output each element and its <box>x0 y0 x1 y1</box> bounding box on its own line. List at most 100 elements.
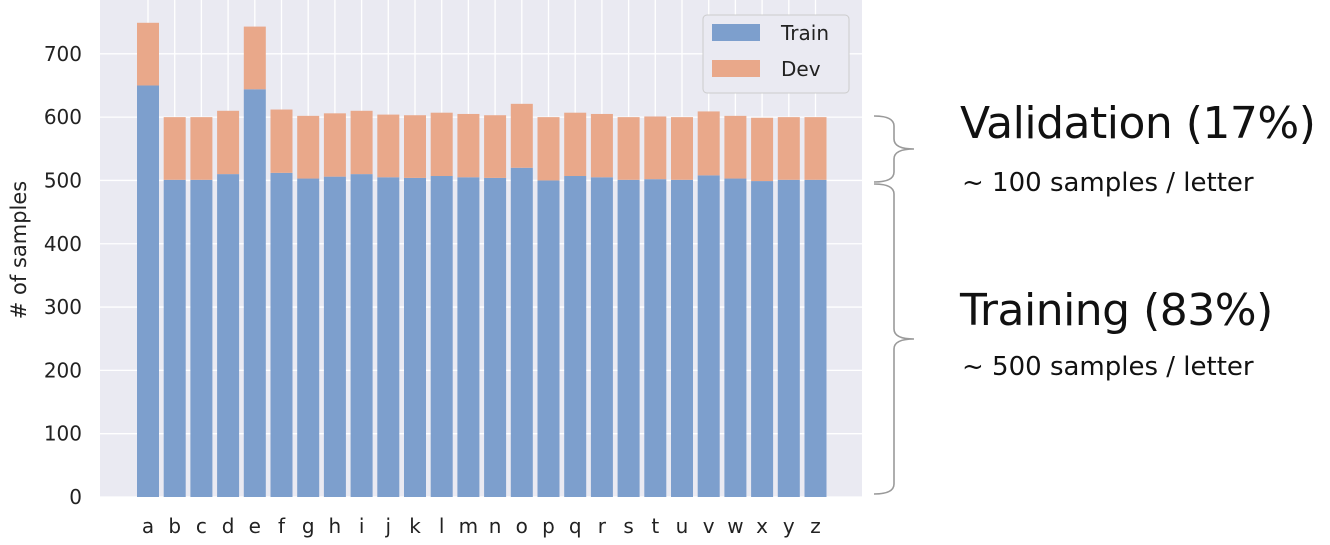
x-tick-label: k <box>409 514 421 538</box>
bar-dev <box>617 117 640 180</box>
bar-train <box>270 172 293 497</box>
bar-train <box>671 179 693 497</box>
bar-dev <box>484 115 507 178</box>
legend-swatch <box>712 60 760 77</box>
x-tick-label: e <box>249 514 261 538</box>
bar-dev <box>590 113 613 178</box>
bar-train <box>484 177 507 497</box>
bar-dev <box>457 113 480 178</box>
bar-dev <box>243 26 266 90</box>
x-tick-label: p <box>542 514 555 538</box>
y-tick-label: 500 <box>44 168 82 192</box>
x-tick-label: c <box>196 514 207 538</box>
x-tick-label: h <box>329 514 342 538</box>
bar-train <box>190 179 213 497</box>
y-tick-label: 400 <box>44 232 82 256</box>
training-title: Training (83%) <box>960 285 1273 336</box>
bar-dev <box>510 103 533 168</box>
validation-subtitle: ~ 100 samples / letter <box>962 168 1254 198</box>
x-tick-label: y <box>783 514 795 538</box>
x-tick-label: z <box>810 514 821 538</box>
bar-dev <box>697 111 720 176</box>
x-tick-label: n <box>489 514 502 538</box>
x-tick-label: o <box>516 514 528 538</box>
bar-train <box>297 178 320 497</box>
bar-train <box>697 175 720 498</box>
bar-dev <box>163 117 186 180</box>
x-tick-label: a <box>142 514 154 538</box>
y-tick-label: 200 <box>44 358 82 382</box>
x-tick-label: q <box>569 514 582 538</box>
bar-train <box>617 179 640 497</box>
x-tick-label: j <box>385 514 392 538</box>
bar-train <box>430 176 453 498</box>
bar-train <box>457 177 480 498</box>
y-tick-label: 600 <box>44 105 82 129</box>
bar-dev <box>564 112 587 177</box>
bar-dev <box>671 117 693 180</box>
bar-dev <box>190 117 213 180</box>
bar-train <box>777 179 800 497</box>
bar-dev <box>644 116 667 180</box>
bar-dev <box>751 117 774 182</box>
bar-dev <box>217 110 240 175</box>
x-tick-label: m <box>459 514 478 538</box>
bar-dev <box>377 114 400 178</box>
y-axis-label: # of samples <box>7 181 31 319</box>
x-tick-label: i <box>359 514 365 538</box>
bar-dev <box>270 109 293 173</box>
bar-dev <box>777 117 800 180</box>
bar-train <box>804 179 827 497</box>
bar-train <box>751 181 774 497</box>
bars <box>137 22 827 498</box>
x-tick-label: d <box>222 514 235 538</box>
bar-dev <box>404 115 426 178</box>
legend-swatch <box>712 24 760 41</box>
bar-train <box>163 179 186 497</box>
bar-dev <box>430 112 453 177</box>
x-tick-label: u <box>676 514 689 538</box>
x-tick-label: r <box>598 514 607 538</box>
bar-train <box>404 177 426 497</box>
training-subtitle: ~ 500 samples / letter <box>962 352 1254 382</box>
bar-train <box>724 178 747 497</box>
bar-train <box>217 174 240 497</box>
x-tick-label: l <box>439 514 445 538</box>
bar-dev <box>804 117 827 180</box>
bar-train <box>510 167 533 497</box>
bar-dev <box>724 115 747 179</box>
bar-train <box>644 179 667 497</box>
bar-train <box>590 177 613 498</box>
x-tick-label: s <box>623 514 633 538</box>
x-tick-label: x <box>756 514 768 538</box>
legend-label: Dev <box>781 57 821 81</box>
bar-dev <box>537 117 560 181</box>
legend-label: Train <box>780 21 829 45</box>
bar-dev <box>350 110 373 175</box>
x-tick-label: b <box>168 514 181 538</box>
legend: Train Dev <box>702 14 850 94</box>
bar-dev <box>323 113 346 177</box>
brace-validation <box>873 115 915 183</box>
x-tick-label: v <box>703 514 715 538</box>
bar-train <box>564 176 587 498</box>
bar-train <box>537 180 560 497</box>
validation-title: Validation (17%) <box>960 98 1316 149</box>
y-tick-label: 700 <box>44 42 82 66</box>
y-tick-labels: 0 100 200 300 400 500 600 700 <box>44 42 82 509</box>
brace-training <box>873 183 915 495</box>
y-tick-label: 100 <box>44 422 82 446</box>
x-tick-label: w <box>727 514 743 538</box>
bar-train <box>137 85 159 497</box>
bar-train <box>243 89 266 497</box>
bar-dev <box>137 22 159 86</box>
x-tick-label: f <box>278 514 286 538</box>
y-tick-label: 300 <box>44 295 82 319</box>
bar-train <box>350 174 373 497</box>
bar-train <box>323 176 346 498</box>
x-tick-label: g <box>302 514 315 538</box>
bar-train <box>377 177 400 498</box>
bar-dev <box>297 115 320 179</box>
